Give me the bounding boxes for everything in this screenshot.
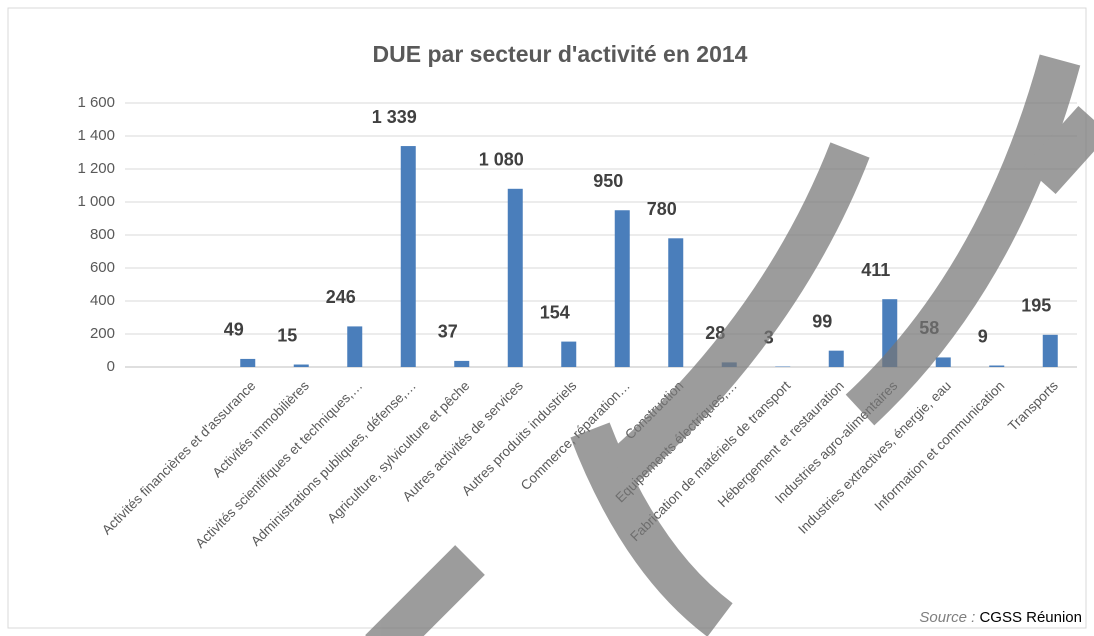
y-tick-label: 200 xyxy=(90,325,115,342)
y-tick-label: 600 xyxy=(90,259,115,276)
bar xyxy=(614,210,630,367)
watermark-stroke xyxy=(1024,105,1094,195)
bar xyxy=(454,360,470,367)
value-label: 195 xyxy=(1021,296,1051,316)
value-label: 411 xyxy=(861,260,890,280)
bar xyxy=(935,357,951,367)
watermark-stroke xyxy=(845,54,1081,426)
value-label: 950 xyxy=(593,171,623,191)
value-label: 9 xyxy=(978,326,988,346)
value-label: 1 080 xyxy=(479,150,524,170)
y-tick-label: 400 xyxy=(90,292,115,309)
y-tick-label: 1 400 xyxy=(77,127,115,144)
value-label: 49 xyxy=(224,320,244,340)
bar xyxy=(989,365,1005,367)
value-label: 154 xyxy=(540,302,570,322)
source-name: CGSS Réunion xyxy=(979,609,1082,626)
value-label: 99 xyxy=(812,311,832,331)
value-label: 37 xyxy=(438,322,458,342)
watermark-stroke xyxy=(365,545,485,636)
bar xyxy=(347,326,363,367)
watermark-stroke xyxy=(570,422,733,636)
y-tick-label: 1 000 xyxy=(77,193,115,210)
watermark-stroke xyxy=(606,142,870,486)
bar xyxy=(561,341,577,367)
source: Source : CGSS Réunion xyxy=(919,609,1082,626)
chart-title: DUE par secteur d'activité en 2014 xyxy=(373,41,748,67)
y-tick-label: 1 600 xyxy=(77,94,115,111)
bar xyxy=(507,188,523,367)
y-tick-label: 0 xyxy=(107,358,115,375)
y-tick-label: 1 200 xyxy=(77,160,115,177)
value-label: 1 339 xyxy=(372,107,417,127)
value-label: 246 xyxy=(326,287,356,307)
bar xyxy=(1042,334,1058,367)
bar xyxy=(828,350,844,367)
bar xyxy=(293,364,309,367)
watermark xyxy=(365,54,1094,636)
source-label: Source : xyxy=(919,609,975,626)
chart-border xyxy=(7,7,1087,629)
bar xyxy=(400,146,416,367)
y-tick-label: 800 xyxy=(90,226,115,243)
bar xyxy=(668,238,684,367)
bar xyxy=(240,358,256,367)
value-label: 15 xyxy=(277,325,297,345)
value-label: 780 xyxy=(647,199,677,219)
